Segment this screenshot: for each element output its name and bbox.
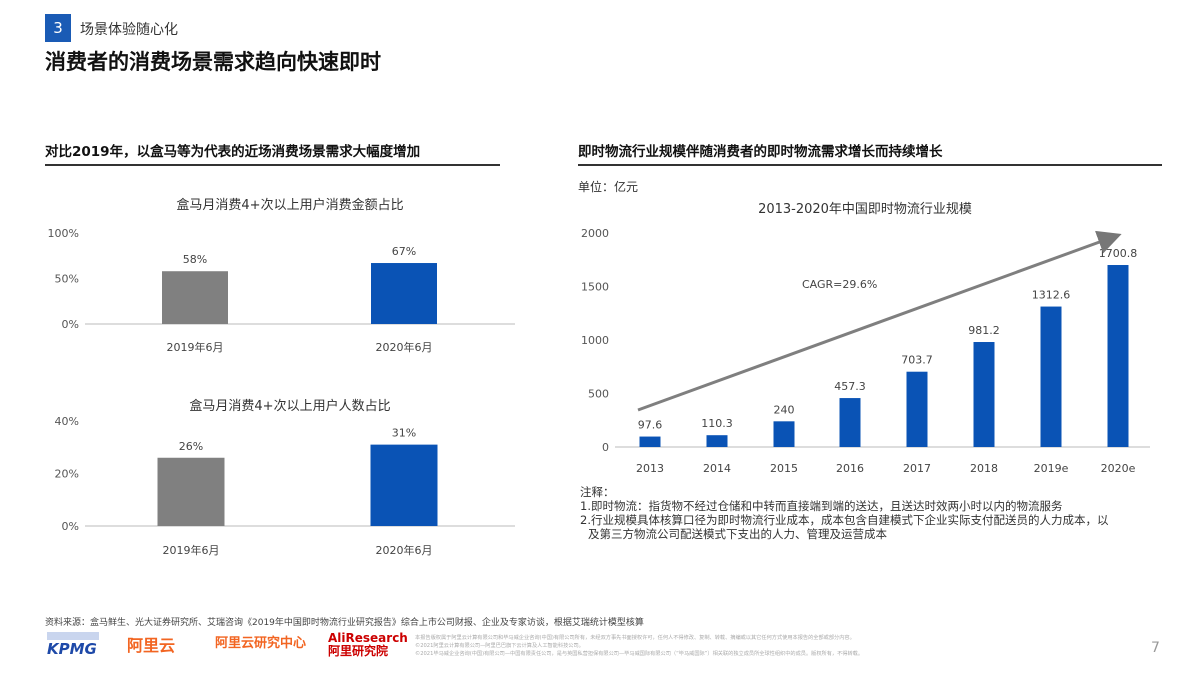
y-tick-label: 1500 [581,281,609,294]
left-divider [45,164,500,166]
chart-title: 盒马月消费4+次以上用户消费金额占比 [176,197,403,213]
copyright-line: ©2021毕马威企业咨询(中国)有限公司—中国有限责任公司，是与英国私营担保有限… [415,651,864,657]
kpmg-logo: KPMG [47,632,99,658]
bar [906,371,928,447]
bar [371,263,437,324]
copyright-line: 本报告版权属于阿里云计算有限公司和毕马威企业咨询(中国)有限公司所有，未经双方事… [415,635,855,641]
aliyun-research-logo: 阿里云研究中心 [215,636,307,651]
unit-label: 单位：亿元 [578,180,639,194]
copyright-text: 本报告版权属于阿里云计算有限公司和毕马威企业咨询(中国)有限公司所有，未经双方事… [415,634,1105,658]
y-tick-label: 0% [62,520,79,533]
data-label: 240 [774,403,795,416]
bar [639,436,661,447]
y-tick-label: 0 [602,441,609,454]
bar [1107,265,1129,447]
y-tick-label: 2000 [581,227,609,240]
x-tick-label: 2020e [1101,462,1136,475]
cagr-arrow [637,230,1122,412]
right-subtitle: 即时物流行业规模伴随消费者的即时物流需求增长而持续增长 [578,144,943,160]
bar [1040,306,1062,447]
notes-title: 注释： [580,485,615,499]
left-subtitle: 对比2019年，以盒马等为代表的近场消费场景需求大幅度增加 [45,144,421,160]
y-tick-label: 0% [62,318,79,331]
data-label: 1700.8 [1099,247,1138,260]
bar [162,271,228,324]
y-tick-label: 100% [48,227,79,240]
copyright-line: ©2021阿里云计算有限公司—阿里巴巴旗下云计算及人工智能科技公司。 [415,643,584,649]
y-tick-label: 50% [55,273,79,286]
x-tick-label: 2018 [970,462,998,475]
y-tick-label: 40% [55,415,79,428]
cagr-annotation: CAGR=29.6% [802,278,877,291]
x-tick-label: 2020年6月 [376,340,433,354]
section-number: 3 [45,14,71,42]
bar [839,398,861,447]
data-label: 97.6 [638,419,663,432]
page-title: 消费者的消费场景需求趋向快速即时 [45,50,381,74]
y-tick-label: 20% [55,468,79,481]
source-text: 资料来源：盒马鲜生、光大证券研究所、艾瑞咨询《2019年中国即时物流行业研究报告… [45,618,644,628]
data-label: 703.7 [901,354,933,367]
aliresearch-logo: AliResearch 阿里研究院 [328,631,408,658]
note-item: 1.即时物流：指货物不经过仓储和中转而直接端到端的送达，且送达时效两小时以内的物… [580,499,1063,513]
chart-title: 2013-2020年中国即时物流行业规模 [758,202,972,217]
x-tick-label: 2015 [770,462,798,475]
note-item: 及第三方物流公司配送模式下支出的人力、管理及运营成本 [588,527,887,541]
x-tick-label: 2019e [1034,462,1069,475]
data-label: 981.2 [968,324,1000,337]
y-tick-label: 500 [588,388,609,401]
data-label: 457.3 [834,380,866,393]
x-tick-label: 2016 [836,462,864,475]
x-tick-label: 2013 [636,462,664,475]
bar [706,435,728,447]
data-label: 58% [183,253,207,266]
page-number: 7 [1151,640,1160,656]
bar [973,342,995,447]
y-tick-label: 1000 [581,334,609,347]
section-name: 场景体验随心化 [80,22,178,38]
bar [773,421,795,447]
aliyun-logo: 阿里云 [127,636,176,655]
x-tick-label: 2020年6月 [376,543,433,557]
data-label: 67% [392,245,416,258]
chart-title: 盒马月消费4+次以上用户人数占比 [189,398,390,414]
bar [157,457,225,526]
notes: 注释： 1.即时物流：指货物不经过仓储和中转而直接端到端的送达，且送达时效两小时… [580,485,1170,541]
data-label: 110.3 [701,417,733,430]
data-label: 31% [392,427,416,440]
x-tick-label: 2019年6月 [163,543,220,557]
data-label: 1312.6 [1032,289,1071,302]
data-label: 26% [179,440,203,453]
x-tick-label: 2014 [703,462,731,475]
note-item: 2.行业规模具体核算口径为即时物流行业成本，成本包含自建模式下企业实际支付配送员… [580,513,1109,527]
x-tick-label: 2019年6月 [167,340,224,354]
bar [370,444,438,526]
x-tick-label: 2017 [903,462,931,475]
right-divider [578,164,1162,166]
